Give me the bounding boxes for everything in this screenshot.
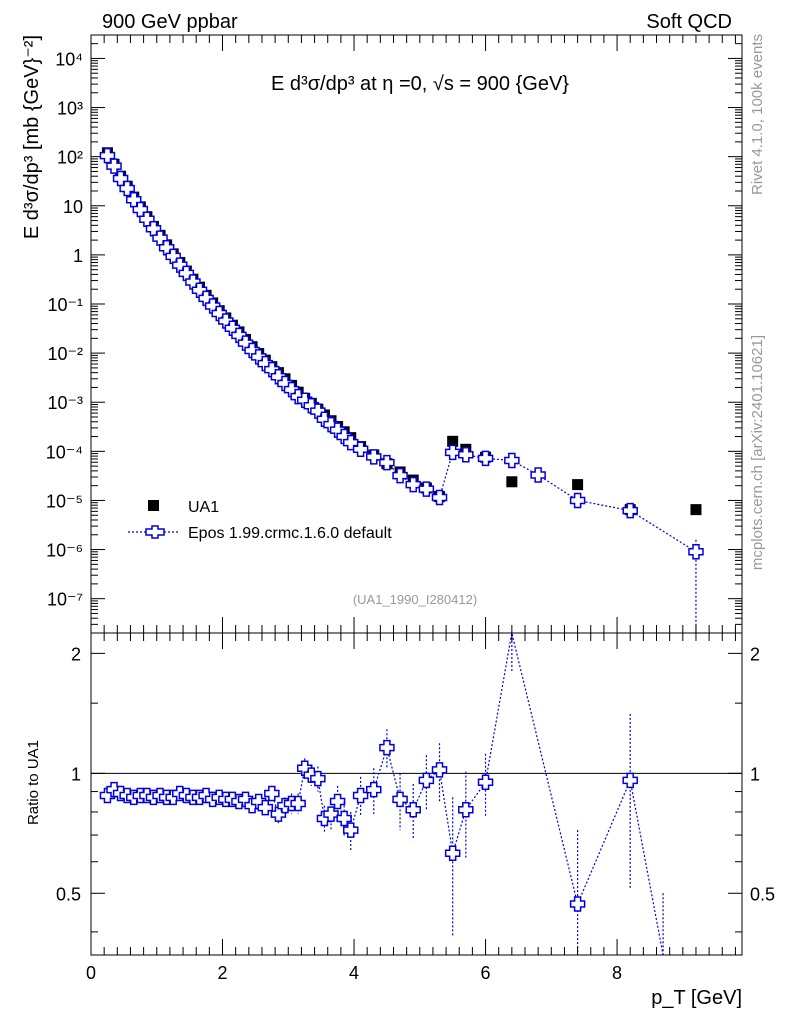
y-tick-label: 10³ bbox=[57, 99, 83, 119]
legend-epos-label: Epos 1.99.crmc.1.6.0 default bbox=[188, 525, 392, 542]
ratio-series bbox=[91, 632, 742, 956]
chart-title: E d³σ/dp³ at η =0, √s = 900 {GeV} bbox=[271, 73, 569, 95]
ratio-tick-label-right: 1 bbox=[750, 764, 760, 784]
ratio-tick-label: 0.5 bbox=[56, 884, 81, 904]
ratio-point bbox=[366, 781, 382, 798]
x-tick-label: 0 bbox=[86, 963, 96, 983]
legend: UA1 Epos 1.99.crmc.1.6.0 default bbox=[128, 499, 392, 542]
ratio-point bbox=[379, 739, 395, 756]
ratio-point bbox=[323, 806, 339, 822]
ratio-point bbox=[622, 772, 638, 789]
epos-point bbox=[688, 544, 704, 560]
epos-line bbox=[106, 155, 697, 553]
y-tick-label: 10 bbox=[63, 197, 83, 217]
main-series bbox=[99, 147, 704, 633]
y-tick-label: 10⁻⁵ bbox=[46, 491, 83, 511]
ratio-point bbox=[352, 787, 369, 804]
header-right: Soft QCD bbox=[646, 11, 732, 33]
ratio-point bbox=[569, 896, 586, 912]
ratio-y-axis: 2 2 1 1 0.5 0.5 bbox=[56, 644, 775, 933]
x-tick-label: 8 bbox=[612, 963, 622, 983]
header-left: 900 GeV ppbar bbox=[102, 11, 238, 33]
y-tick-label: 10⁻² bbox=[47, 344, 83, 364]
ua1-point bbox=[572, 479, 584, 491]
x-tick-label: 2 bbox=[218, 963, 228, 983]
ua1-point bbox=[690, 504, 702, 516]
y-axis-label: E d³σ/dp³ [mb {GeV}⁻²] bbox=[21, 35, 43, 239]
analysis-label: (UA1_1990_I280412) bbox=[353, 592, 477, 607]
x-tick-label: 4 bbox=[349, 963, 359, 983]
epos-point bbox=[622, 502, 638, 519]
epos-point bbox=[458, 447, 474, 463]
ratio-point bbox=[329, 793, 346, 810]
ratio-point bbox=[310, 770, 326, 787]
main-frame bbox=[90, 34, 743, 634]
epos-point bbox=[418, 481, 435, 497]
y-tick-label: 10⁻³ bbox=[47, 393, 83, 413]
x-axis: 0 2 4 6 8 bbox=[86, 35, 736, 983]
legend-epos-marker bbox=[145, 525, 165, 539]
epos-point bbox=[444, 444, 461, 461]
rivet-label: Rivet 4.1.0, 100k events bbox=[749, 34, 766, 195]
ratio-tick-label: 2 bbox=[71, 644, 81, 664]
ratio-panel: 2 2 1 1 0.5 0.5 Ratio to UA1 bbox=[25, 632, 775, 956]
ratio-point bbox=[418, 772, 435, 789]
epos-point bbox=[366, 449, 382, 465]
y-tick-label: 10⁻⁴ bbox=[46, 442, 83, 462]
y-tick-label: 10⁻⁶ bbox=[46, 541, 83, 561]
legend-ua1-marker bbox=[148, 500, 159, 511]
ratio-point bbox=[431, 762, 448, 778]
ratio-point bbox=[444, 845, 461, 862]
x-tick-label: 6 bbox=[481, 963, 491, 983]
epos-point bbox=[504, 452, 520, 469]
ratio-point bbox=[342, 822, 359, 838]
epos-point bbox=[530, 467, 546, 483]
main-y-axis: 10⁴ 10³ 10² 10 1 10⁻¹ 10⁻² 10⁻³ 10⁻⁴ 10⁻⁵ 10⁻⁶ 10⁻⁷ bbox=[46, 34, 742, 634]
ratio-tick-label-right: 0.5 bbox=[750, 884, 775, 904]
y-tick-label: 10² bbox=[57, 148, 83, 168]
legend-ua1-label: UA1 bbox=[188, 499, 219, 516]
y-tick-label: 10⁴ bbox=[55, 49, 83, 69]
ratio-point bbox=[392, 791, 408, 808]
epos-point bbox=[405, 476, 421, 493]
ratio-point bbox=[458, 802, 474, 818]
ua1-point bbox=[447, 435, 459, 447]
y-tick-label: 10⁻⁷ bbox=[47, 590, 83, 610]
epos-point bbox=[392, 467, 408, 484]
y-tick-label: 10⁻¹ bbox=[47, 295, 83, 315]
epos-point bbox=[569, 492, 586, 509]
ratio-point bbox=[477, 774, 494, 790]
main-panel: 10⁴ 10³ 10² 10 1 10⁻¹ 10⁻² 10⁻³ 10⁻⁴ 10⁻⁵ 10⁻⁶ 10⁻⁷… bbox=[21, 34, 743, 634]
y-tick-label: 1 bbox=[73, 246, 83, 266]
epos-point bbox=[352, 441, 369, 458]
epos-point bbox=[379, 454, 395, 471]
ua1-point bbox=[506, 476, 518, 488]
epos-point bbox=[477, 450, 494, 467]
x-axis-label: p_T [GeV] bbox=[651, 987, 742, 1009]
epos-point bbox=[431, 489, 448, 506]
ratio-tick-label-right: 2 bbox=[750, 644, 760, 664]
ratio-point bbox=[405, 802, 421, 818]
ratio-y-label: Ratio to UA1 bbox=[25, 740, 42, 825]
ratio-point bbox=[257, 799, 274, 816]
ratio-frame bbox=[90, 632, 743, 956]
ratio-point bbox=[264, 785, 280, 802]
ratio-point bbox=[290, 795, 306, 812]
ratio-tick-label: 1 bbox=[71, 764, 81, 784]
mcplots-label: mcplots.cern.ch [arXiv:2401.10621] bbox=[749, 335, 766, 570]
